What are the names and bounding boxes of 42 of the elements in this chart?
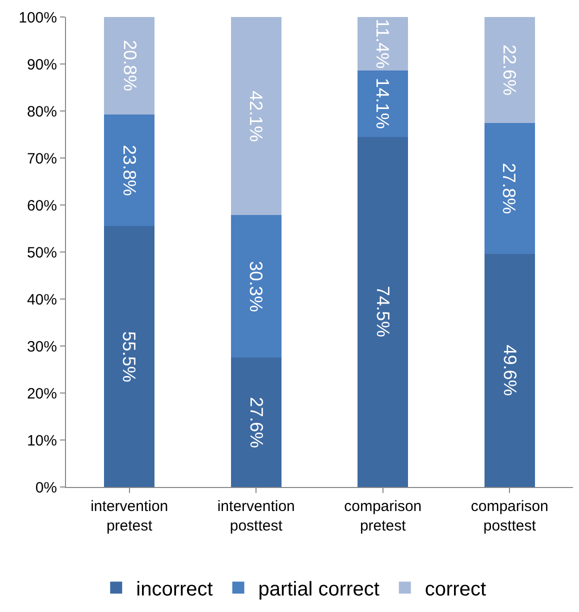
y-tick-label: 80%	[26, 103, 57, 120]
legend-label: correct	[424, 578, 486, 600]
legend-label: partial correct	[258, 578, 380, 600]
data-label: 14.1%	[372, 78, 393, 129]
data-label: 30.3%	[246, 260, 266, 312]
data-label: 27.8%	[499, 162, 520, 214]
legend-label: incorrect	[136, 578, 214, 600]
bar	[358, 17, 408, 71]
bar	[484, 17, 535, 124]
bar	[104, 226, 155, 487]
y-tick-label: 40%	[26, 291, 57, 308]
y-tick-label: 90%	[26, 56, 57, 74]
data-label: 11.4%	[372, 18, 393, 69]
x-tick-label: comparison pretest	[344, 498, 422, 534]
x-tick-label: intervention pretest	[90, 498, 168, 534]
bar	[230, 357, 282, 487]
bar	[358, 136, 408, 487]
x-tick-label: intervention posttest	[217, 498, 295, 534]
data-label: 55.5%	[118, 331, 139, 382]
y-tick-label: 70%	[26, 150, 57, 168]
data-label: 42.1%	[246, 90, 266, 142]
bar	[104, 114, 155, 226]
bar	[230, 17, 282, 215]
data-label: 74.5%	[372, 286, 393, 338]
data-label: 49.6%	[500, 344, 520, 396]
bar	[104, 17, 155, 114]
x-tick-label: comparison posttest	[470, 498, 548, 534]
data-label: 27.6%	[246, 397, 266, 448]
y-tick-label: 30%	[26, 338, 57, 356]
y-tick-label: 0%	[35, 479, 57, 496]
y-tick-label: 10%	[26, 432, 57, 450]
y-tick-label: 50%	[26, 244, 57, 262]
bar	[484, 254, 535, 487]
data-label: 22.6%	[500, 44, 520, 96]
bar	[230, 214, 282, 358]
bar	[358, 70, 408, 137]
bar	[484, 123, 535, 254]
y-tick-label: 20%	[26, 385, 57, 402]
data-label: 23.8%	[120, 144, 140, 196]
data-label: 20.8%	[120, 40, 140, 92]
y-tick-label: 100%	[18, 9, 57, 26]
y-tick-label: 60%	[26, 197, 57, 214]
